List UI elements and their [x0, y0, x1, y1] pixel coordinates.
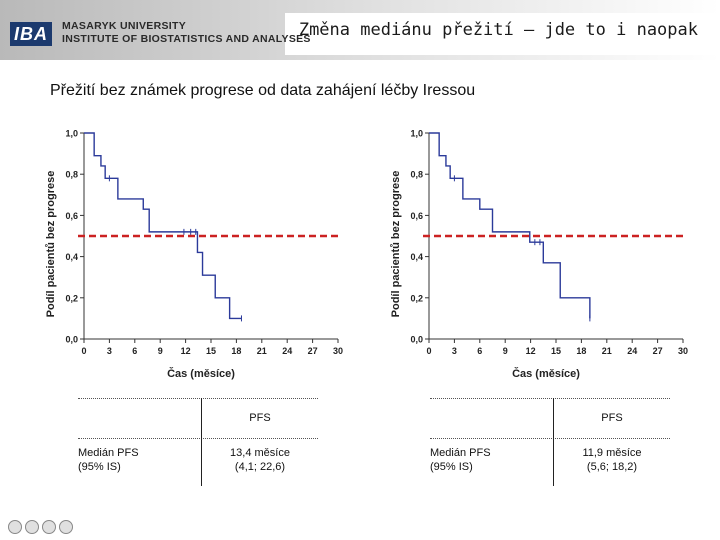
x-tick-label: 15 — [206, 346, 216, 356]
x-tick-label: 9 — [158, 346, 163, 356]
y-axis-label: Podíl pacientů bez progrese — [390, 171, 402, 318]
km-chart-right-svg: 0,0 0,2 0,4 0,6 0,8 1,0 0 3 6 9 12 15 18 21 24 27 30 Čas … — [390, 129, 688, 381]
y-tick-label: 0,6 — [65, 211, 78, 221]
x-tick-label: 27 — [653, 346, 663, 356]
footer-logos — [8, 518, 88, 536]
table-median-ci: (4,1; 22,6) — [234, 461, 286, 473]
table-row-label-ci: (95% IS) — [430, 461, 473, 473]
table-header-border — [78, 438, 318, 439]
x-tick-label: 9 — [503, 346, 508, 356]
header-title-band — [285, 13, 720, 55]
x-tick-label: 15 — [551, 346, 561, 356]
y-tick-label: 0,0 — [65, 335, 78, 345]
x-tick-label: 6 — [477, 346, 482, 356]
y-tick-label: 0,0 — [410, 335, 423, 345]
y-tick-label: 0,2 — [410, 293, 423, 303]
km-chart-left: 0,0 0,2 0,4 0,6 0,8 1,0 0 3 6 9 12 15 18 21 24 27 30 Čas … — [40, 115, 360, 385]
table-header-border — [430, 438, 670, 439]
km-chart-right: 0,0 0,2 0,4 0,6 0,8 1,0 0 3 6 9 12 15 18 21 24 27 30 Čas … — [385, 115, 705, 385]
table-top-border — [430, 398, 670, 399]
university-seal-icon-4 — [59, 520, 73, 534]
y-tick-label: 0,4 — [65, 252, 78, 262]
table-column-header: PFS — [601, 412, 623, 424]
university-seal-icon-1 — [8, 520, 22, 534]
table-row-label-ci: (95% IS) — [78, 461, 121, 473]
iba-logo-mark: IBA — [10, 22, 52, 46]
x-tick-label: 21 — [602, 346, 612, 356]
y-tick-label: 0,6 — [410, 211, 423, 221]
pfs-table-right: PFS Medián PFS (95% IS) 11,9 měsíce (5,6… — [430, 398, 670, 488]
y-axis-label: Podíl pacientů bez progrese — [45, 171, 57, 318]
y-tick-label: 0,8 — [410, 170, 423, 180]
x-tick-label: 18 — [231, 346, 241, 356]
table-row-label: Medián PFS — [78, 447, 139, 459]
x-tick-label: 0 — [426, 346, 431, 356]
survival-curve — [84, 132, 242, 320]
x-tick-label: 18 — [576, 346, 586, 356]
y-tick-label: 0,8 — [65, 170, 78, 180]
table-row-label: Medián PFS — [430, 447, 491, 459]
x-tick-label: 21 — [257, 346, 267, 356]
x-tick-label: 0 — [81, 346, 86, 356]
university-seal-icon-2 — [25, 520, 39, 534]
y-tick-label: 1,0 — [65, 129, 78, 139]
slide-title: Změna mediánu přežití – jde to i naopak — [298, 20, 698, 40]
institution-name-line1: MASARYK UNIVERSITY — [62, 20, 187, 32]
x-tick-label: 24 — [282, 346, 292, 356]
x-tick-label: 24 — [627, 346, 637, 356]
y-tick-label: 0,4 — [410, 252, 423, 262]
km-chart-left-svg: 0,0 0,2 0,4 0,6 0,8 1,0 0 3 6 9 12 15 18 21 24 27 30 Čas … — [45, 129, 343, 381]
x-axis-label: Čas (měsíce) — [512, 367, 580, 380]
table-column-divider — [553, 398, 554, 486]
x-tick-label: 30 — [333, 346, 343, 356]
university-seal-icon-3 — [42, 520, 56, 534]
x-tick-label: 3 — [452, 346, 457, 356]
table-column-divider — [201, 398, 202, 486]
x-tick-label: 30 — [678, 346, 688, 356]
y-tick-label: 1,0 — [410, 129, 423, 139]
survival-curve — [429, 132, 591, 319]
y-tick-label: 0,2 — [65, 293, 78, 303]
table-top-border — [78, 398, 318, 399]
x-tick-label: 27 — [308, 346, 318, 356]
x-tick-label: 6 — [132, 346, 137, 356]
table-median-ci: (5,6; 18,2) — [586, 461, 638, 473]
x-tick-label: 12 — [526, 346, 536, 356]
table-median-value: 11,9 měsíce — [582, 447, 642, 459]
slide-subtitle: Přežití bez známek progrese od data zahá… — [50, 82, 476, 99]
table-column-header: PFS — [249, 412, 271, 424]
x-axis-label: Čas (měsíce) — [167, 367, 235, 380]
institution-logo: IBA MASARYK UNIVERSITY INSTITUTE OF BIOS… — [10, 14, 310, 50]
table-median-value: 13,4 měsíce — [230, 447, 290, 459]
x-tick-label: 12 — [181, 346, 191, 356]
x-tick-label: 3 — [107, 346, 112, 356]
institution-name-line2: INSTITUTE OF BIOSTATISTICS AND ANALYSES — [62, 33, 311, 45]
slide-header: IBA MASARYK UNIVERSITY INSTITUTE OF BIOS… — [0, 0, 720, 60]
pfs-table-left: PFS Medián PFS (95% IS) 13,4 měsíce (4,1… — [78, 398, 318, 488]
